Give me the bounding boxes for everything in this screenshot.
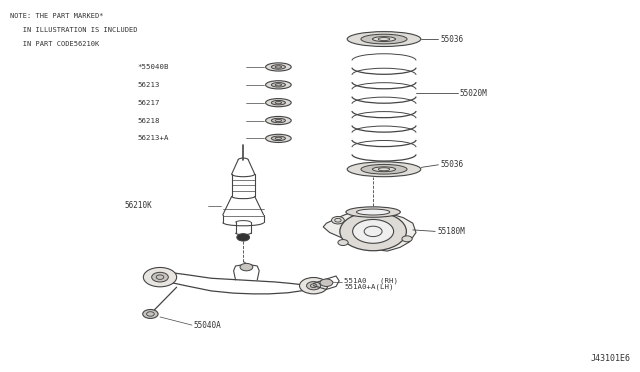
Text: NOTE: THE PART MARKED*: NOTE: THE PART MARKED* xyxy=(10,13,103,19)
Circle shape xyxy=(143,310,158,318)
Text: J43101E6: J43101E6 xyxy=(590,354,630,363)
Text: IN ILLUSTRATION IS INCLUDED: IN ILLUSTRATION IS INCLUDED xyxy=(10,27,137,33)
Ellipse shape xyxy=(361,164,407,174)
Text: 55036: 55036 xyxy=(440,160,463,169)
Text: 55036: 55036 xyxy=(440,35,463,44)
Ellipse shape xyxy=(266,134,291,142)
Ellipse shape xyxy=(347,32,421,46)
Ellipse shape xyxy=(271,100,285,105)
Text: 55180M: 55180M xyxy=(437,227,465,236)
Ellipse shape xyxy=(266,99,291,107)
Ellipse shape xyxy=(347,162,421,177)
Ellipse shape xyxy=(266,81,291,89)
Circle shape xyxy=(338,240,348,246)
Text: 551A0   (RH): 551A0 (RH) xyxy=(344,277,398,284)
Ellipse shape xyxy=(372,167,396,172)
Circle shape xyxy=(237,234,250,241)
Text: *55040B: *55040B xyxy=(138,64,169,70)
Text: IN PART CODE56210K: IN PART CODE56210K xyxy=(10,41,99,47)
Polygon shape xyxy=(323,211,416,251)
Ellipse shape xyxy=(266,63,291,71)
Circle shape xyxy=(307,282,321,290)
Text: 56210K: 56210K xyxy=(125,201,152,210)
Circle shape xyxy=(340,212,406,251)
Ellipse shape xyxy=(361,34,407,44)
Circle shape xyxy=(152,272,168,282)
Ellipse shape xyxy=(356,209,390,215)
Text: 56217: 56217 xyxy=(138,100,160,106)
Circle shape xyxy=(353,219,394,243)
Ellipse shape xyxy=(372,37,396,42)
Circle shape xyxy=(240,263,253,271)
Ellipse shape xyxy=(271,118,285,123)
Ellipse shape xyxy=(271,65,285,69)
Ellipse shape xyxy=(346,207,401,217)
Text: 56218: 56218 xyxy=(138,118,160,124)
Circle shape xyxy=(320,279,333,286)
Circle shape xyxy=(300,278,328,294)
Text: 56213+A: 56213+A xyxy=(138,135,169,141)
Ellipse shape xyxy=(271,136,285,141)
Text: 55020M: 55020M xyxy=(460,89,487,97)
Ellipse shape xyxy=(266,116,291,125)
Circle shape xyxy=(332,217,344,224)
Text: 55040A: 55040A xyxy=(194,321,221,330)
Ellipse shape xyxy=(271,83,285,87)
Text: 551A0+A(LH): 551A0+A(LH) xyxy=(344,283,394,290)
Circle shape xyxy=(402,236,412,242)
Circle shape xyxy=(143,267,177,287)
Text: 56213: 56213 xyxy=(138,82,160,88)
